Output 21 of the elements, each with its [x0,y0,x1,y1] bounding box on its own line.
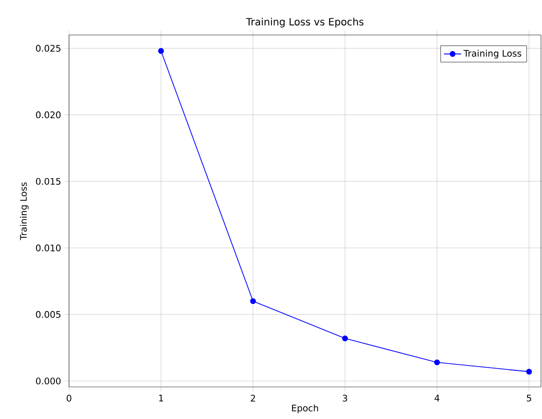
point [526,368,532,375]
point [158,48,164,54]
legend-label: Training Loss [463,50,522,58]
y-tick-label: 0.010 [36,244,61,252]
x-tick-label: 2 [250,394,255,402]
x-tick-label: 4 [434,394,440,402]
x-axis-title: Epoch [292,404,318,414]
y-tick-label: 0.000 [36,378,61,384]
y-tick-label: 0.020 [36,111,61,118]
x-tick-label: 0 [66,394,72,402]
point [342,336,348,342]
y-tick-label: 0.005 [36,311,60,318]
x-tick-label: 1 [159,394,164,402]
point [434,359,440,366]
chart-title: Training Loss vs Epochs [246,18,364,28]
point [250,298,256,304]
x-tick-label: 3 [342,394,348,402]
y-tick-label: 0.025 [36,44,60,52]
y-tick-label: 0.015 [36,178,60,185]
y-axis-title: Training Loss [20,182,29,240]
x-tick-label: 5 [526,394,532,402]
